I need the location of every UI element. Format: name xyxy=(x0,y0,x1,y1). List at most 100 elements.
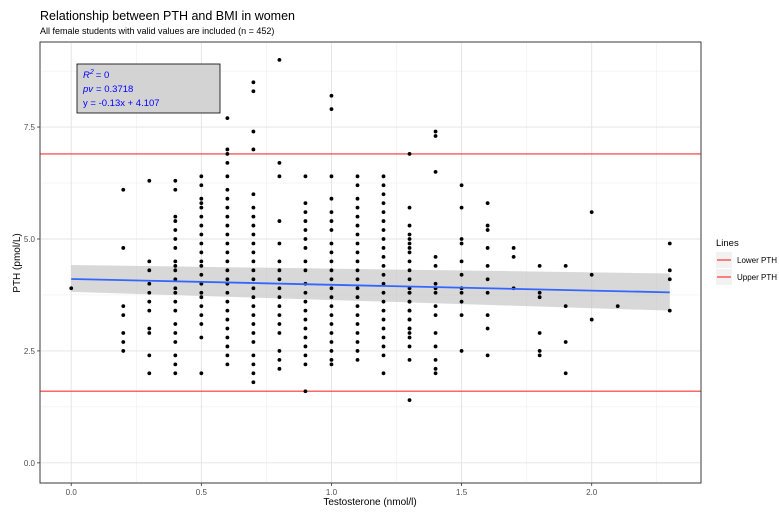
data-point xyxy=(251,147,256,152)
data-point xyxy=(355,183,360,188)
data-point xyxy=(277,268,282,273)
legend-label-lower-pth: Lower PTH xyxy=(737,256,777,265)
x-axis-label: Testosterone (nmol/l) xyxy=(323,497,416,508)
data-point xyxy=(433,366,438,371)
data-point xyxy=(303,228,308,232)
data-point xyxy=(225,277,230,282)
data-point xyxy=(485,277,490,282)
data-point xyxy=(407,259,412,264)
data-point xyxy=(147,331,152,335)
data-point xyxy=(537,263,542,268)
data-point xyxy=(303,308,308,313)
data-point xyxy=(381,246,386,250)
data-point xyxy=(199,295,204,300)
annotation-r2-exp: 2 xyxy=(89,69,94,76)
data-point xyxy=(355,295,360,300)
data-point xyxy=(381,290,386,295)
data-point xyxy=(277,277,282,282)
data-point xyxy=(329,268,334,273)
y-axis-label: PTH (pmol/L) xyxy=(12,233,23,292)
data-point xyxy=(303,268,308,273)
annotation-pv-value: = 0.3718 xyxy=(96,84,133,95)
data-point xyxy=(381,174,386,179)
data-point xyxy=(199,223,204,228)
data-point xyxy=(173,308,178,313)
data-point xyxy=(433,331,438,335)
regression-line xyxy=(71,278,670,294)
data-point xyxy=(407,237,412,241)
data-point xyxy=(277,322,282,326)
data-point xyxy=(173,331,178,335)
data-point xyxy=(381,335,386,340)
data-point xyxy=(173,277,178,282)
data-point xyxy=(355,322,360,326)
data-point xyxy=(199,201,204,206)
data-point xyxy=(433,290,438,295)
data-point xyxy=(69,286,74,291)
data-point xyxy=(381,210,386,215)
data-point xyxy=(537,331,542,335)
data-point xyxy=(355,286,360,291)
y-tick-label: 0.0 xyxy=(24,459,36,468)
data-point xyxy=(485,228,490,232)
data-point xyxy=(251,268,256,273)
data-point xyxy=(355,223,360,228)
data-point xyxy=(225,335,230,340)
data-point xyxy=(381,308,386,313)
data-point xyxy=(277,313,282,318)
y-axis-ticks: 0.0 2.5 5.0 7.5 xyxy=(24,123,40,468)
data-point xyxy=(615,304,620,309)
chart-subtitle: All female students with valid values ar… xyxy=(40,26,274,36)
data-point xyxy=(589,272,594,277)
data-point xyxy=(667,241,672,246)
data-point xyxy=(225,214,230,219)
data-point xyxy=(381,281,386,286)
data-point xyxy=(251,205,256,210)
data-point xyxy=(173,228,178,232)
data-point xyxy=(251,340,256,344)
data-point xyxy=(459,241,464,246)
data-point xyxy=(381,219,386,223)
data-point xyxy=(277,219,282,223)
data-point xyxy=(355,232,360,237)
data-point xyxy=(381,371,386,376)
data-point xyxy=(277,349,282,353)
data-point xyxy=(199,272,204,277)
data-point xyxy=(563,304,568,309)
data-point xyxy=(329,277,334,282)
data-point xyxy=(225,326,230,331)
data-point xyxy=(537,290,542,295)
data-point xyxy=(147,178,152,183)
data-point xyxy=(199,290,204,295)
reference-lines-layer xyxy=(40,153,701,392)
data-point xyxy=(329,304,334,309)
data-point xyxy=(407,205,412,210)
data-point xyxy=(225,241,230,246)
data-point xyxy=(433,129,438,134)
data-point xyxy=(199,371,204,376)
data-point xyxy=(147,290,152,295)
data-point xyxy=(537,349,542,353)
data-point xyxy=(407,299,412,304)
data-point xyxy=(355,340,360,344)
data-point xyxy=(121,349,126,353)
data-point xyxy=(563,263,568,268)
data-point xyxy=(173,371,178,376)
data-point xyxy=(537,295,542,300)
data-point xyxy=(355,250,360,255)
data-point xyxy=(381,237,386,241)
data-point xyxy=(485,263,490,268)
data-point xyxy=(199,205,204,210)
data-point xyxy=(251,331,256,335)
data-point xyxy=(407,335,412,340)
data-point xyxy=(667,268,672,273)
data-point xyxy=(147,259,152,264)
data-point xyxy=(381,272,386,277)
x-tick-label: 2.0 xyxy=(586,488,598,497)
data-point xyxy=(329,340,334,344)
data-point xyxy=(225,160,230,165)
data-point xyxy=(147,326,152,331)
data-point xyxy=(251,89,256,94)
data-point xyxy=(329,313,334,318)
